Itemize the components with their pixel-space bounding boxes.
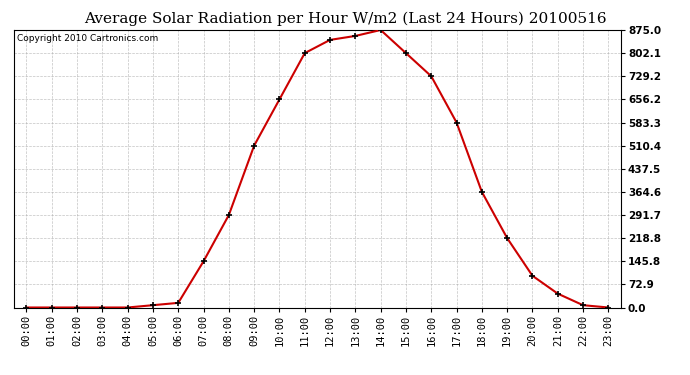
Text: Copyright 2010 Cartronics.com: Copyright 2010 Cartronics.com bbox=[17, 34, 158, 43]
Text: Average Solar Radiation per Hour W/m2 (Last 24 Hours) 20100516: Average Solar Radiation per Hour W/m2 (L… bbox=[83, 11, 607, 26]
